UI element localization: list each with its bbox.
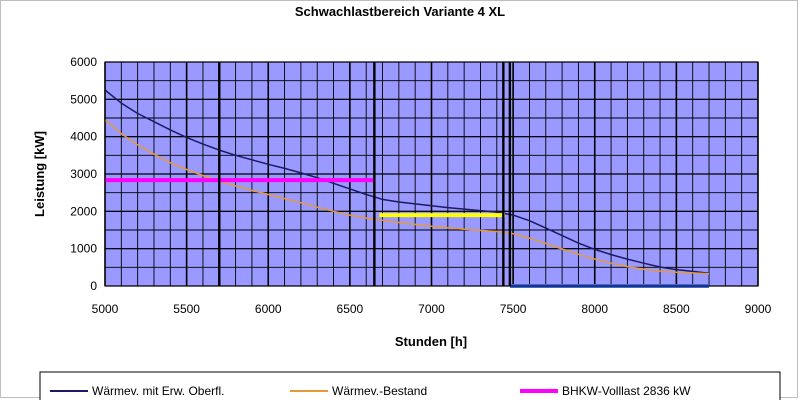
x-tick-label: 6000 bbox=[255, 302, 282, 316]
x-tick-label: 9000 bbox=[745, 302, 772, 316]
x-tick-label: 8500 bbox=[663, 302, 690, 316]
y-tick-label: 4000 bbox=[70, 130, 97, 144]
x-tick-label: 6500 bbox=[337, 302, 364, 316]
y-tick-label: 3000 bbox=[70, 167, 97, 181]
x-tick-label: 8000 bbox=[581, 302, 608, 316]
marker-lines bbox=[218, 62, 512, 286]
legend-box bbox=[39, 371, 781, 400]
plot-border bbox=[104, 61, 759, 287]
x-tick-label: 5000 bbox=[92, 302, 119, 316]
legend: Wärmev. mit Erw. Oberfl. Wärmev.-Bestand B… bbox=[50, 384, 691, 398]
y-tick-label: 5000 bbox=[70, 92, 97, 106]
x-tick-labels: 5000 5500 6000 6500 7000 7500 8000 8500 9000 bbox=[92, 302, 772, 316]
legend-label-1: Wärmev. mit Erw. Oberfl. bbox=[92, 384, 224, 398]
legend-label-2: Wärmev.-Bestand bbox=[332, 384, 427, 398]
legend-label-3: BHKW-Volllast 2836 kW bbox=[562, 384, 691, 398]
x-tick-label: 5500 bbox=[173, 302, 200, 316]
series-line-1 bbox=[104, 89, 710, 275]
chart-title: Schwachlastbereich Variante 4 XL bbox=[295, 4, 505, 19]
x-tick-label: 7500 bbox=[500, 302, 527, 316]
series-line-2 bbox=[104, 119, 710, 275]
y-axis-title: Leistung [kW] bbox=[32, 131, 47, 217]
y-tick-label: 0 bbox=[90, 279, 97, 293]
y-tick-labels: 0 1000 2000 3000 4000 5000 6000 bbox=[70, 55, 97, 293]
y-tick-label: 1000 bbox=[70, 242, 97, 256]
x-tick-label: 7000 bbox=[418, 302, 445, 316]
y-tick-label: 6000 bbox=[70, 55, 97, 69]
y-tick-label: 2000 bbox=[70, 204, 97, 218]
x-axis-title: Stunden [h] bbox=[395, 334, 467, 349]
